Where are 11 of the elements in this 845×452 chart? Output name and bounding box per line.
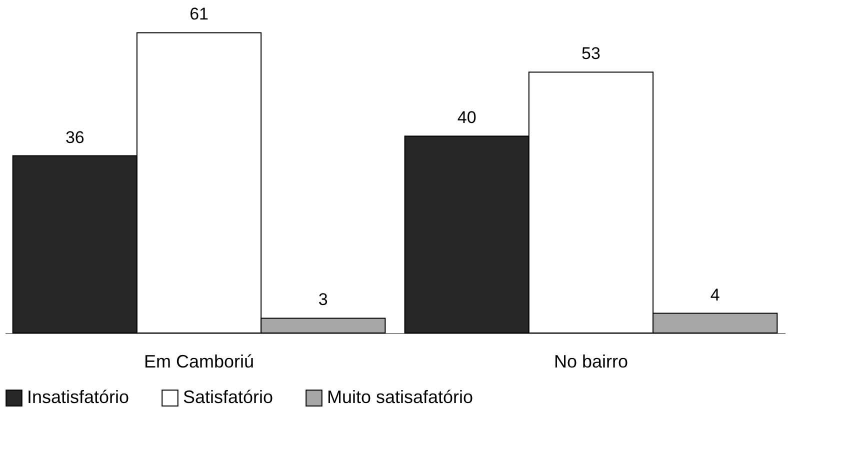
data-label: 4: [710, 285, 720, 304]
data-label: 3: [318, 290, 328, 310]
data-label: 61: [190, 4, 208, 24]
legend-label: Satisfatório: [183, 387, 274, 408]
legend-label: Insatisfatório: [27, 387, 130, 408]
data-label: 40: [457, 108, 476, 128]
legend-label: Muito satisafatório: [327, 387, 474, 408]
x-tick-label: No bairro: [554, 352, 628, 372]
x-tick-label: Em Camboriú: [144, 352, 254, 372]
data-label: 53: [582, 44, 600, 64]
data-label: 36: [65, 128, 84, 147]
